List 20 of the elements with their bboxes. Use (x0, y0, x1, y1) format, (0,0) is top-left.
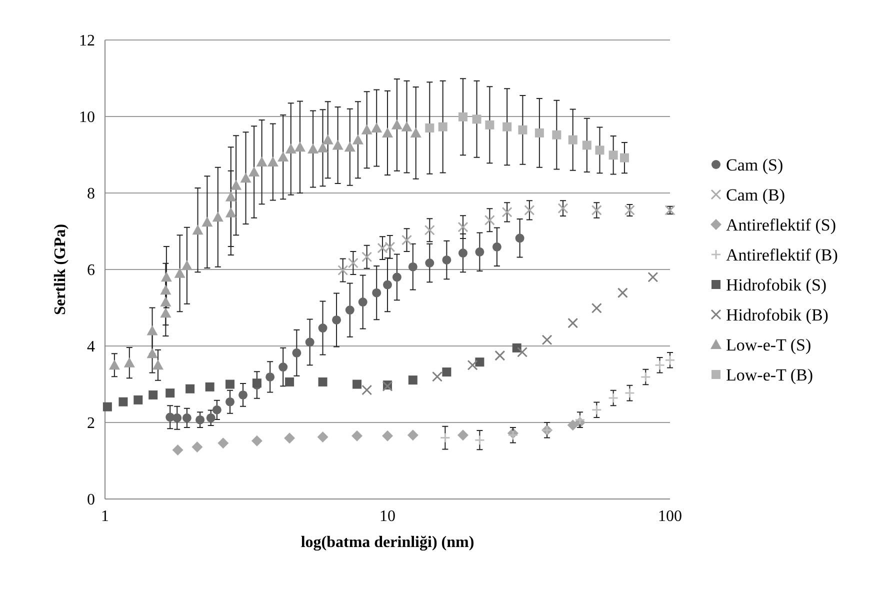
legend-label: Hidrofobik (S) (726, 275, 827, 294)
legend-label: Antireflektif (B) (726, 245, 838, 264)
x-tick-label: 100 (658, 508, 682, 525)
legend-label: Antireflektif (S) (726, 215, 836, 234)
x-axis-title: log(batma derinliği) (nm) (300, 534, 474, 551)
legend-label: Low-e-T (B) (726, 365, 814, 384)
y-tick-label: 8 (87, 186, 95, 203)
y-axis-title: Sertlik (GPa) (52, 224, 69, 316)
x-tick-label: 1 (101, 508, 109, 525)
legend-label: Hidrofobik (B) (726, 305, 828, 324)
y-tick-label: 0 (87, 492, 95, 509)
y-tick-label: 12 (79, 32, 95, 50)
legend-label: Low-e-T (S) (726, 335, 812, 354)
legend-label: Cam (S) (726, 155, 784, 174)
x-tick-label: 10 (380, 508, 396, 525)
y-tick-label: 6 (87, 262, 95, 280)
y-tick-label: 10 (79, 109, 95, 126)
legend-label: Cam (B) (726, 185, 786, 204)
y-tick-label: 4 (87, 338, 95, 356)
y-tick-label: 2 (87, 415, 95, 432)
